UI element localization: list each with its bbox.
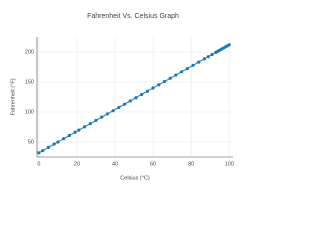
chart-title: Fahrenheit Vs. Celsius Graph [87,13,179,20]
point [180,70,184,74]
point [62,137,66,141]
point [191,63,195,67]
point [77,128,81,132]
point [162,79,167,84]
point [46,145,51,149]
point [168,76,172,80]
point [52,142,56,146]
point [197,60,201,64]
point [185,66,189,71]
series-line [38,44,230,154]
point [202,57,207,61]
x-tick-label: 60 [150,161,156,167]
y-tick-label: 100 [25,109,34,115]
point [174,73,178,77]
point [117,105,121,110]
point [122,102,127,106]
x-tick-label: 80 [188,161,194,167]
point [94,118,98,122]
y-axis-label: Fahrenheit (°F) [10,78,16,115]
point [206,55,210,59]
x-tick-label: 40 [112,161,118,167]
x-tick-label: 20 [74,161,80,167]
point [227,43,231,47]
y-tick-label: 200 [25,49,34,55]
point [41,149,45,153]
point [37,151,41,155]
point [73,130,77,134]
x-tick-label: 0 [37,161,40,167]
point [111,109,115,113]
point [128,99,132,103]
point [157,83,161,87]
point [145,89,149,93]
point [134,96,138,100]
point [210,52,214,57]
x-axis-label: Celsius (°C) [120,175,150,181]
y-tick-label: 50 [28,139,34,145]
point [151,86,155,90]
x-tick-label: 100 [225,161,234,167]
chart: Fahrenheit Vs. Celsius Graph Celsius (°C… [10,13,234,182]
y-tick-label: 150 [25,79,34,85]
point [67,133,71,138]
point [56,140,60,144]
point [88,122,92,126]
point [82,125,87,129]
point [100,115,104,119]
point [140,92,144,97]
point [105,112,110,116]
